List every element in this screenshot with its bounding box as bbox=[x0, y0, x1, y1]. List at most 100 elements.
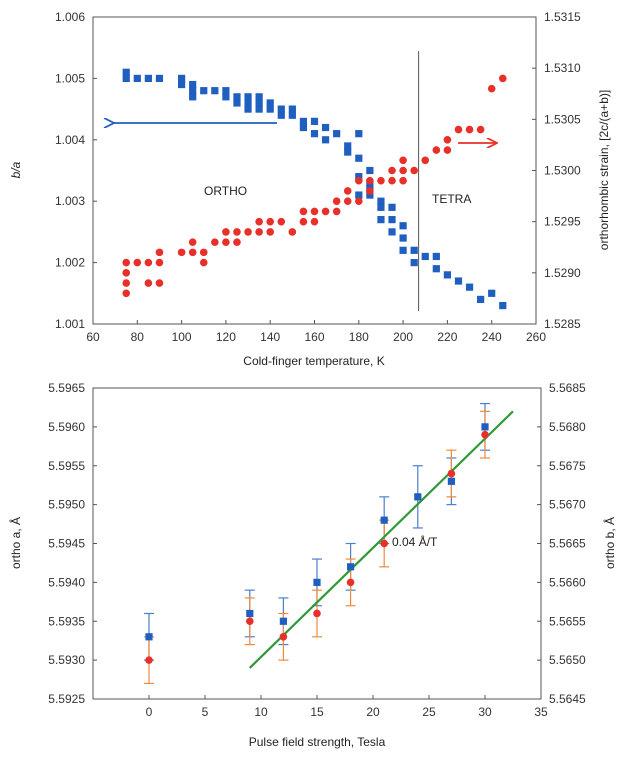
x-tick-label: 220 bbox=[437, 330, 457, 344]
data-point-circle bbox=[343, 197, 352, 205]
fit-slope-label: 0.04 Å/T bbox=[392, 534, 438, 549]
data-point-square bbox=[299, 117, 308, 125]
data-point-square bbox=[454, 277, 463, 285]
data-point-square bbox=[233, 93, 241, 101]
x-tick-label: 80 bbox=[131, 330, 145, 344]
data-point-square bbox=[410, 259, 418, 267]
y2-tick-label: 5.5655 bbox=[549, 614, 586, 628]
data-point-square bbox=[155, 74, 164, 82]
data-point-circle bbox=[380, 539, 389, 548]
data-point-circle bbox=[222, 238, 230, 246]
data-point-square bbox=[414, 493, 422, 501]
data-point-square bbox=[333, 130, 341, 138]
x-tick-label: 120 bbox=[216, 330, 236, 344]
data-point-square bbox=[488, 289, 496, 297]
data-point-square bbox=[388, 228, 396, 236]
data-point-circle bbox=[343, 187, 352, 195]
data-point-square bbox=[344, 148, 352, 156]
y-tick-label: 5.5955 bbox=[48, 459, 85, 473]
data-point-circle bbox=[233, 228, 241, 236]
data-point-square bbox=[133, 74, 141, 82]
data-point-square bbox=[310, 117, 319, 125]
ortho-label: ORTHO bbox=[204, 184, 247, 198]
top-y-axis-label: b/a bbox=[9, 161, 23, 178]
data-point-square bbox=[266, 99, 274, 107]
y-tick-label: 1.006 bbox=[55, 10, 85, 24]
top-right-y-tick-labels: 1.5285 1.5290 1.5295 1.5300 1.5305 1.5310 1.53… bbox=[544, 10, 581, 331]
data-point-circle bbox=[321, 207, 330, 216]
data-point-square bbox=[432, 252, 440, 261]
data-point-circle bbox=[346, 578, 355, 587]
data-point-square bbox=[222, 87, 230, 95]
data-point-circle bbox=[443, 146, 452, 154]
y-tick-label: 5.5950 bbox=[48, 498, 85, 512]
data-point-circle bbox=[399, 156, 407, 165]
data-point-square bbox=[211, 87, 219, 95]
data-point-circle bbox=[421, 156, 430, 165]
data-point-circle bbox=[122, 289, 131, 298]
data-point-square bbox=[355, 191, 363, 199]
data-point-square bbox=[447, 477, 455, 485]
x-tick-label: 15 bbox=[310, 705, 324, 719]
x-tick-label: 100 bbox=[172, 330, 192, 344]
y2-tick-label: 5.5660 bbox=[549, 575, 586, 589]
x-tick-label: 5 bbox=[202, 705, 209, 719]
x-tick-label: 20 bbox=[366, 705, 380, 719]
data-point-circle bbox=[199, 258, 208, 267]
y-tick-label: 5.5945 bbox=[48, 537, 85, 551]
data-point-square bbox=[366, 191, 374, 199]
data-point-circle bbox=[310, 217, 319, 226]
data-point-square bbox=[144, 74, 152, 82]
data-point-square bbox=[355, 130, 363, 138]
data-point-square bbox=[432, 265, 440, 273]
data-point-square bbox=[421, 252, 429, 261]
data-point-square bbox=[377, 203, 385, 211]
x-tick-label: 10 bbox=[254, 705, 268, 719]
data-point-circle bbox=[155, 279, 164, 287]
data-point-square bbox=[477, 295, 485, 304]
data-point-square bbox=[255, 105, 263, 113]
y2-tick-label: 5.5650 bbox=[549, 653, 586, 667]
data-point-square bbox=[178, 80, 186, 89]
data-point-circle bbox=[277, 217, 286, 226]
data-point-square bbox=[233, 99, 241, 107]
x-tick-label: 25 bbox=[422, 705, 436, 719]
data-point-square bbox=[189, 87, 197, 95]
data-point-circle bbox=[177, 248, 186, 257]
top-red-series bbox=[122, 74, 507, 298]
data-point-circle bbox=[199, 248, 208, 257]
data-point-circle bbox=[366, 176, 374, 185]
data-point-square bbox=[310, 130, 319, 138]
data-point-square bbox=[189, 93, 197, 101]
error-bars bbox=[144, 402, 490, 685]
data-point-square bbox=[443, 271, 451, 279]
y2-tick-label: 5.5685 bbox=[549, 381, 586, 395]
data-point-circle bbox=[476, 125, 485, 134]
data-point-circle bbox=[211, 238, 219, 246]
data-point-circle bbox=[454, 125, 463, 134]
data-point-square bbox=[355, 154, 363, 162]
data-point-circle bbox=[388, 176, 396, 185]
x-tick-label: 60 bbox=[86, 330, 100, 344]
data-point-square bbox=[279, 617, 287, 625]
y2-tick-label: 5.5670 bbox=[549, 498, 586, 512]
field-chart: 0 5 10 15 20 25 30 35 5.59255.59305.59355.59405… bbox=[8, 381, 617, 749]
data-point-square bbox=[246, 609, 254, 618]
data-point-circle bbox=[299, 207, 308, 216]
tetra-label: TETRA bbox=[432, 192, 471, 206]
x-tick-label: 240 bbox=[482, 330, 502, 344]
data-point-square bbox=[481, 423, 489, 431]
data-point-square bbox=[122, 68, 130, 76]
data-point-circle bbox=[481, 430, 489, 439]
top-tick-marks bbox=[92, 16, 537, 325]
y-tick-label: 1.003 bbox=[55, 194, 85, 208]
bottom-left-y-tick-labels: 5.5925 5.5930 5.5935 5.5940 5.5945 5.5950 5.59… bbox=[48, 381, 85, 706]
x-tick-label: 180 bbox=[349, 330, 369, 344]
top-y2-axis-label: orthorhombic strain, [2c/(a+b)] bbox=[597, 90, 611, 250]
top-plot-frame bbox=[92, 16, 537, 325]
data-point-square bbox=[399, 222, 407, 230]
data-point-square bbox=[388, 203, 396, 211]
y-tick-label: 5.5925 bbox=[48, 692, 85, 706]
data-point-circle bbox=[432, 146, 441, 154]
data-point-circle bbox=[487, 84, 496, 93]
